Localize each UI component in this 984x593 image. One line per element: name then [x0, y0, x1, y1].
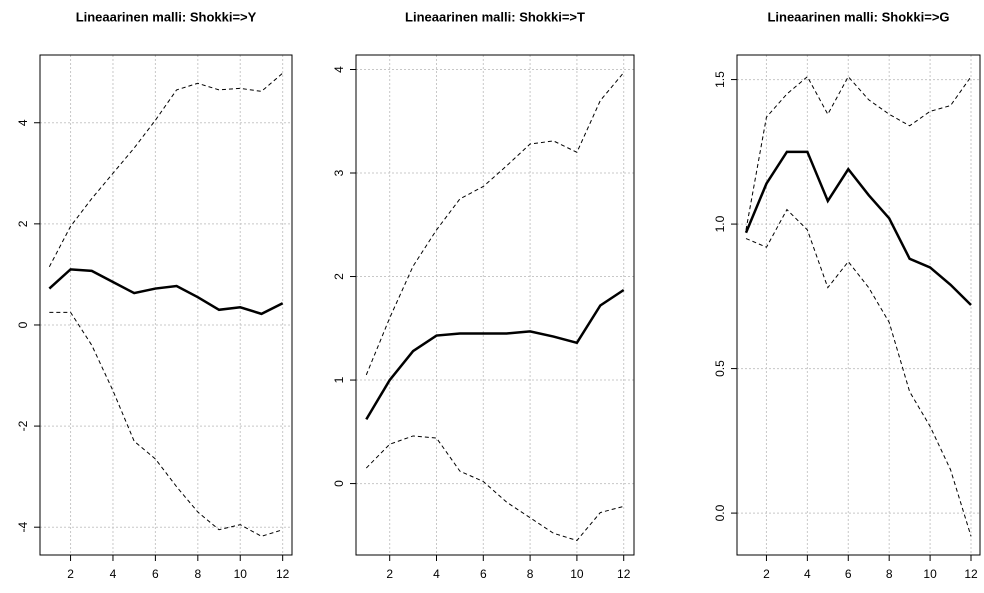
plot-frame [355, 54, 635, 556]
y-tick-label: 1.0 [713, 215, 727, 232]
x-tick-label: 12 [964, 567, 978, 581]
x-tick-label: 12 [276, 567, 290, 581]
chart-title: Lineaarinen malli: Shokki=>Y [76, 9, 257, 24]
x-tick-label: 12 [617, 567, 631, 581]
series-line [365, 288, 625, 421]
x-tick-label: 10 [923, 567, 937, 581]
x-tick-label: 6 [152, 567, 159, 581]
plot-frame [736, 54, 981, 556]
x-tick-label: 8 [886, 567, 893, 581]
x-tick-label: 8 [527, 567, 534, 581]
x-tick-label: 10 [570, 567, 584, 581]
y-tick-label: 2 [16, 220, 30, 227]
y-tick-label: 1.5 [713, 71, 727, 88]
series-line [365, 72, 625, 376]
y-tick-label: 4 [332, 66, 346, 73]
x-tick-label: 4 [433, 567, 440, 581]
series-line [745, 208, 972, 537]
y-tick-label: 2 [332, 273, 346, 280]
y-tick-label: 1 [332, 376, 346, 383]
y-tick-label: 0 [332, 480, 346, 487]
series-line [745, 75, 972, 230]
x-tick-label: 10 [234, 567, 248, 581]
chart-title: Lineaarinen malli: Shokki=>T [405, 9, 585, 24]
series-line [365, 435, 624, 542]
x-tick-label: 4 [804, 567, 811, 581]
series-line [744, 150, 972, 306]
y-tick-label: 0.0 [713, 504, 727, 521]
y-tick-label: 4 [16, 119, 30, 126]
x-tick-label: 8 [194, 567, 201, 581]
series-line [48, 268, 284, 316]
x-tick-label: 2 [67, 567, 74, 581]
x-tick-label: 4 [110, 567, 117, 581]
y-tick-label: -4 [16, 522, 30, 533]
y-tick-label: 0 [16, 321, 30, 328]
x-tick-label: 6 [845, 567, 852, 581]
series-line [49, 311, 283, 537]
x-tick-label: 2 [763, 567, 770, 581]
chart-title: Lineaarinen malli: Shokki=>G [767, 9, 949, 24]
plot-frame [39, 54, 293, 556]
series-line [48, 72, 283, 268]
x-tick-label: 2 [386, 567, 393, 581]
y-tick-label: -2 [16, 420, 30, 431]
y-tick-label: 3 [332, 169, 346, 176]
x-tick-label: 6 [480, 567, 487, 581]
y-tick-label: 0.5 [713, 360, 727, 377]
